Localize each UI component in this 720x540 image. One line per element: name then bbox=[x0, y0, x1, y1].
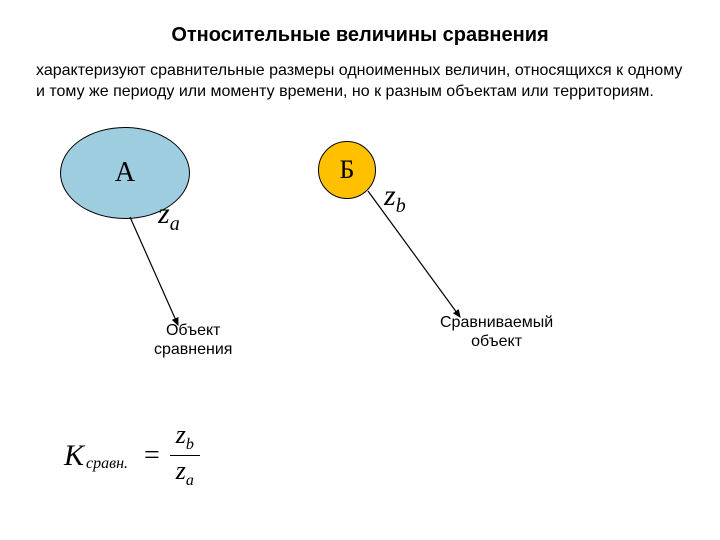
page-title: Относительные величины сравнения bbox=[0, 0, 720, 47]
formula-denominator: za bbox=[170, 456, 200, 491]
diagram-area: А Б za zb Объект сравнения Сравниваемый … bbox=[0, 121, 720, 361]
ellipse-a-label: А bbox=[115, 157, 135, 189]
formula-fraction: zb za bbox=[170, 420, 200, 491]
caption-a-line1: Объект bbox=[166, 322, 220, 339]
caption-b: Сравниваемый объект bbox=[440, 313, 553, 351]
formula-num-sub: b bbox=[186, 436, 194, 453]
formula-numerator: zb bbox=[170, 420, 200, 455]
z-a-sub: a bbox=[170, 213, 180, 235]
ellipse-b-label: Б bbox=[340, 155, 355, 185]
caption-b-line2: объект bbox=[471, 333, 522, 350]
caption-b-line1: Сравниваемый bbox=[440, 314, 553, 331]
caption-a-line2: сравнения bbox=[154, 341, 232, 358]
formula-ksub: сравн. bbox=[86, 455, 128, 473]
formula-k: K bbox=[64, 439, 84, 473]
formula-den-z: z bbox=[176, 456, 186, 485]
caption-a: Объект сравнения bbox=[154, 321, 232, 359]
description-text: характеризуют сравнительные размеры одно… bbox=[0, 47, 720, 103]
z-a-symbol: z bbox=[158, 197, 170, 230]
formula-num-z: z bbox=[176, 420, 186, 449]
formula-equals: = bbox=[144, 440, 160, 472]
z-b-sub: b bbox=[396, 195, 406, 217]
z-b-label: zb bbox=[384, 179, 406, 218]
z-b-symbol: z bbox=[384, 179, 396, 212]
arrow-b bbox=[368, 191, 460, 317]
formula-den-sub: a bbox=[186, 472, 194, 489]
formula: K сравн. = zb za bbox=[64, 420, 200, 491]
z-a-label: za bbox=[158, 197, 180, 236]
ellipse-b: Б bbox=[318, 141, 376, 199]
